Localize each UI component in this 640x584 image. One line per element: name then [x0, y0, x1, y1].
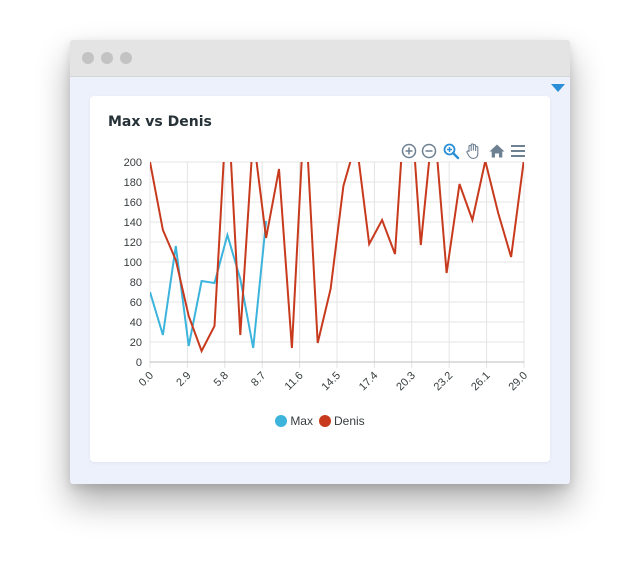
series-line-denis[interactable]	[150, 59, 524, 354]
x-tick-label: 29.0	[506, 370, 530, 394]
legend-label: Max	[290, 414, 313, 428]
x-tick-label: 8.7	[249, 370, 268, 389]
grid-lines	[149, 161, 525, 363]
legend-marker	[275, 415, 288, 427]
y-tick-label: 40	[130, 317, 142, 329]
zoom-out-icon[interactable]	[420, 142, 438, 160]
axes	[149, 361, 525, 368]
hamburger-menu-icon[interactable]	[509, 142, 527, 160]
window-close-dot[interactable]	[82, 52, 94, 64]
y-tick-label: 200	[124, 157, 142, 169]
x-tick-label: 11.6	[283, 370, 306, 393]
series-lines	[150, 59, 524, 354]
legend-item-denis[interactable]: Denis	[318, 414, 365, 428]
chart-legend: Max Denis	[90, 414, 550, 428]
window-maximize-dot[interactable]	[120, 52, 132, 64]
hand-pan-icon[interactable]	[464, 142, 482, 160]
x-tick-label: 0.0	[137, 370, 156, 389]
legend-marker	[318, 415, 331, 427]
x-tick-label: 5.8	[212, 370, 231, 389]
chart-title: Max vs Denis	[108, 114, 212, 130]
x-tick-label: 2.9	[174, 370, 193, 389]
x-tick-label: 17.4	[357, 370, 381, 394]
app-window: Max vs Denis 0 20 40 60 80 100 120 140 160 180 200…	[70, 40, 570, 484]
legend-item-max[interactable]: Max	[275, 414, 313, 428]
y-tick-label: 100	[124, 257, 142, 269]
dropdown-caret-icon[interactable]	[551, 84, 565, 92]
x-tick-label: 20.3	[394, 370, 418, 394]
tick-labels: 0 20 40 60 80 100 120 140 160 180 200 0.0 2.9 5.8 8.7 1…	[124, 157, 530, 393]
y-tick-label: 120	[124, 237, 142, 249]
chart-card: Max vs Denis 0 20 40 60 80 100 120 140 160 180 200…	[90, 96, 550, 462]
home-icon[interactable]	[488, 142, 506, 160]
y-tick-label: 140	[124, 217, 142, 229]
y-tick-label: 160	[124, 197, 142, 209]
y-tick-label: 80	[130, 277, 142, 289]
series-line-max[interactable]	[150, 220, 268, 349]
zoom-in-icon[interactable]	[400, 142, 418, 160]
line-chart: 0 20 40 60 80 100 120 140 160 180 200 0.0 2.9 5.8 8.7 1…	[124, 157, 530, 393]
x-tick-label: 26.1	[469, 370, 493, 394]
chart-toolbar	[398, 142, 528, 160]
window-minimize-dot[interactable]	[101, 52, 113, 64]
magnifier-icon[interactable]	[442, 142, 460, 160]
window-titlebar	[70, 40, 570, 77]
y-tick-label: 60	[130, 297, 142, 309]
legend-label: Denis	[333, 414, 365, 428]
x-tick-label: 23.2	[432, 370, 456, 394]
y-tick-label: 20	[130, 337, 142, 349]
x-tick-label: 14.5	[319, 370, 343, 394]
y-tick-label: 0	[136, 357, 142, 369]
y-tick-label: 180	[124, 177, 142, 189]
